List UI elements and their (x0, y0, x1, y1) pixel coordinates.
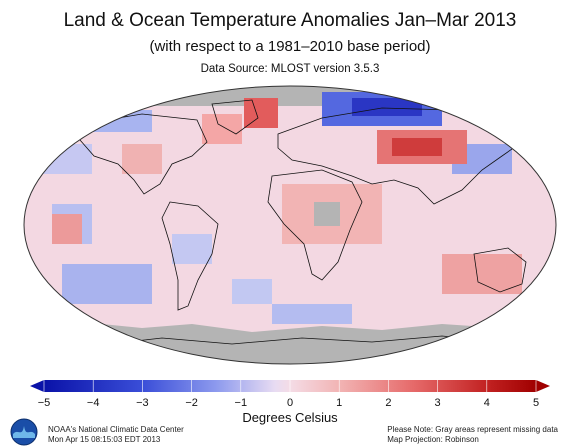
colorbar: −5 −4 −3 −2 −1 0 1 2 3 4 5 (30, 380, 550, 409)
colorbar-tick-label: 0 (287, 397, 293, 409)
patch-cold (42, 144, 92, 174)
patch-cold (232, 279, 272, 304)
patch-cold (352, 98, 422, 116)
colorbar-tick-label: −1 (235, 397, 248, 409)
world-anomaly-map (23, 85, 557, 365)
projection-note: Map Projection: Robinson (387, 435, 479, 444)
colorbar-tick-label: 3 (435, 397, 441, 409)
footer-right: Please Note: Gray areas represent missin… (387, 425, 558, 445)
missing-data-note: Please Note: Gray areas represent missin… (387, 425, 558, 434)
colorbar-tick-label: 2 (385, 397, 391, 409)
patch-warm (244, 98, 278, 128)
arctic-missing (24, 86, 556, 106)
patch-cold (172, 234, 212, 264)
globe-border (23, 85, 557, 365)
greenland-outline (211, 99, 259, 135)
agency-name: NOAA's National Climatic Data Center (48, 425, 184, 434)
colorbar-tick-label: 1 (336, 397, 342, 409)
data-source: Data Source: MLOST version 3.5.3 (200, 63, 380, 75)
map-title: Land & Ocean Temperature Anomalies Jan–M… (63, 10, 517, 31)
antarctica-outline (91, 335, 503, 347)
africa-outline (267, 169, 363, 281)
colorbar-tick-label: −3 (136, 397, 149, 409)
generated-timestamp: Mon Apr 15 08:15:03 EDT 2013 (48, 435, 161, 444)
patch-warm (202, 114, 242, 144)
colorbar-tick-label: −4 (87, 397, 100, 409)
noaa-logo (10, 418, 38, 446)
patch-cold (82, 110, 152, 132)
north-america-outline (79, 113, 208, 195)
map-subtitle: (with respect to a 1981–2010 base period… (149, 38, 431, 55)
colorbar-tick-label: −5 (38, 397, 51, 409)
footer-left: NOAA's National Climatic Data Center Mon… (48, 425, 184, 445)
patch-warm (392, 138, 442, 156)
colorbar-right-arrow (536, 380, 550, 392)
patch-cold (272, 304, 352, 324)
patch-warm (442, 254, 522, 294)
patch-warm (122, 144, 162, 174)
patch-warm (52, 214, 82, 244)
colorbar-left-arrow (30, 380, 44, 392)
patch-cold (62, 264, 152, 304)
africa-missing (314, 202, 340, 226)
colorbar-ticks: −5 −4 −3 −2 −1 0 1 2 3 4 5 (38, 380, 539, 409)
colorbar-tick-label: 5 (533, 397, 539, 409)
south-america-outline (161, 201, 219, 311)
colorbar-tick-label: 4 (484, 397, 490, 409)
australia-outline (473, 247, 527, 293)
colorbar-title: Degrees Celsius (242, 410, 338, 425)
colorbar-tick-label: −2 (185, 397, 198, 409)
